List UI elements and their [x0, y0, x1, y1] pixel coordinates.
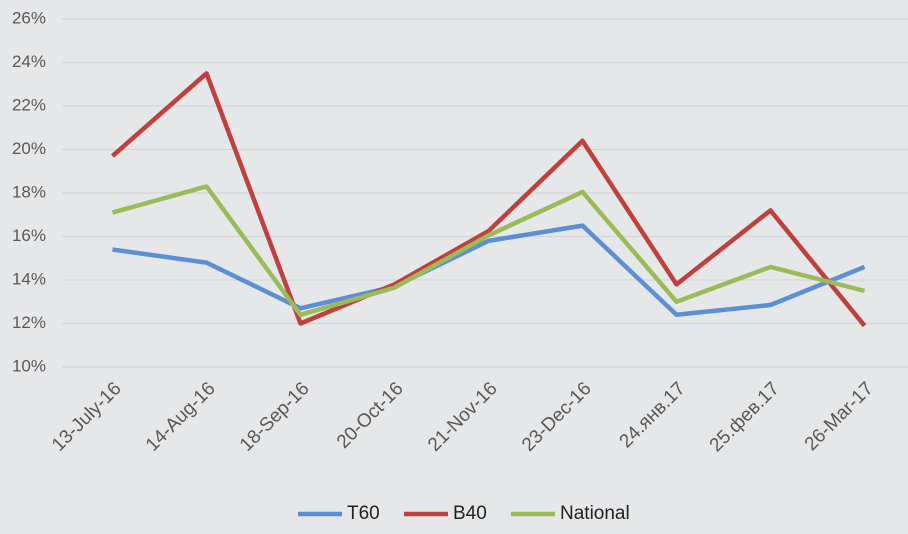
line-series	[112, 223, 866, 318]
x-tick-label: 23-Dec-16	[518, 378, 596, 456]
line-series	[111, 71, 867, 328]
x-tick-label: 24.янв.17	[616, 378, 690, 452]
y-tick-label: 20%	[12, 139, 46, 158]
legend-label: T60	[347, 503, 380, 524]
x-tick-label: 13-July-16	[48, 378, 126, 456]
legend-label: National	[560, 503, 630, 524]
y-tick-label: 12%	[12, 313, 46, 332]
y-tick-label: 10%	[12, 356, 46, 375]
y-tick-label: 18%	[12, 182, 46, 201]
x-tick-label: 20-Oct-16	[333, 378, 408, 453]
y-tick-label: 14%	[12, 269, 46, 288]
legend-label: B40	[453, 503, 487, 524]
x-tick-label: 18-Sep-16	[236, 378, 314, 456]
y-tick-label: 26%	[12, 8, 46, 27]
y-tick-label: 16%	[12, 226, 46, 245]
x-tick-label: 25.фев.17	[706, 378, 784, 456]
y-tick-label: 24%	[12, 52, 46, 71]
x-tick-label: 14-Aug-16	[142, 378, 220, 456]
y-tick-label: 22%	[12, 95, 46, 114]
x-tick-label: 21-Nov-16	[424, 378, 502, 456]
line-series	[111, 184, 866, 318]
x-tick-label: 26-Mar-17	[801, 378, 878, 455]
